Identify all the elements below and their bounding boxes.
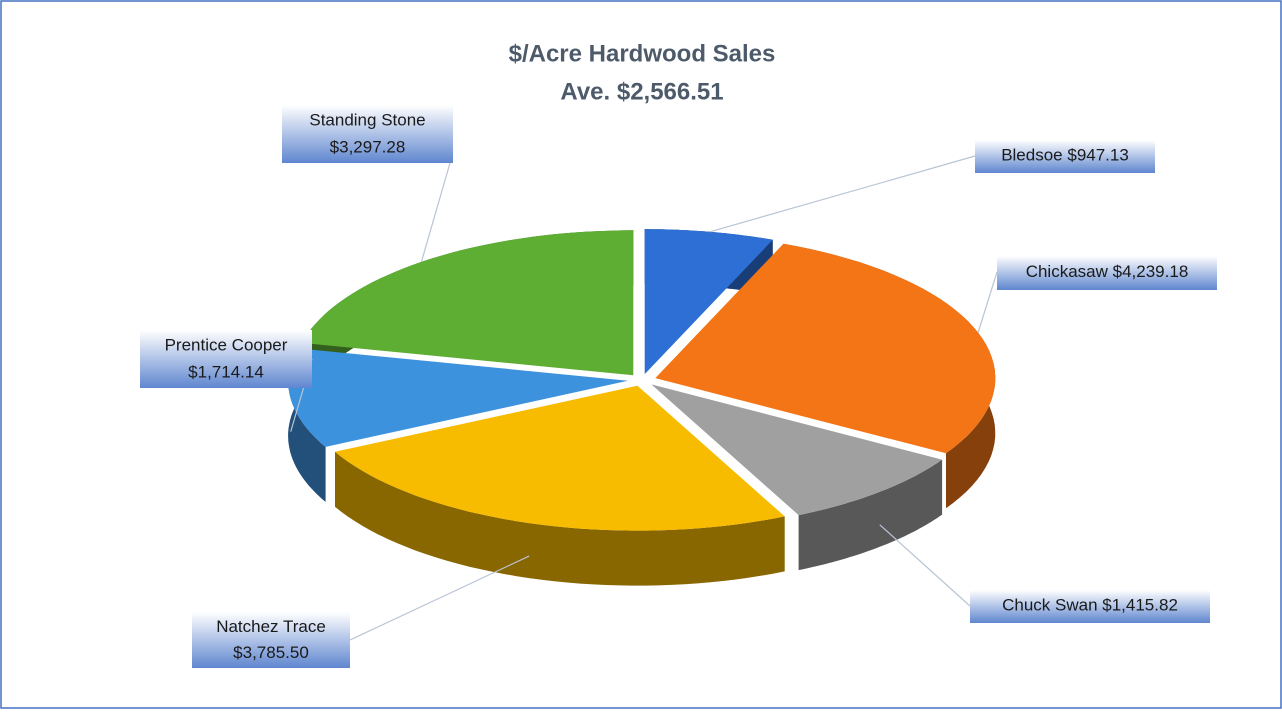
data-label: Bledsoe $947.13 [1001, 146, 1129, 165]
slice-side [288, 348, 326, 502]
leader-line [709, 155, 976, 233]
data-label: $3,785.50 [233, 643, 309, 662]
slice [644, 229, 773, 375]
slice-side [335, 451, 785, 586]
data-label: Chickasaw $4,239.18 [1026, 262, 1189, 281]
slice [655, 243, 996, 454]
value-label: $947.13 [1067, 146, 1128, 165]
data-label-box [975, 140, 1155, 173]
category-label: Natchez Trace [216, 617, 326, 636]
slice [301, 230, 634, 376]
data-label-box [997, 256, 1217, 290]
data-label: $1,714.14 [188, 362, 264, 381]
leader-line [420, 162, 451, 263]
data-label: Chuck Swan $1,415.82 [1002, 596, 1178, 615]
slice-side [798, 459, 943, 571]
category-label: Bledsoe [1001, 146, 1062, 165]
leader-line [349, 555, 530, 641]
chart-title: $/Acre Hardwood Sales [509, 40, 776, 67]
leader-line [977, 271, 998, 333]
category-label: Standing Stone [309, 111, 425, 130]
data-label-box [282, 105, 453, 163]
slice [335, 385, 785, 531]
slice [651, 384, 943, 516]
category-label: Chickasaw [1026, 262, 1109, 281]
category-label: Chuck Swan [1002, 596, 1097, 615]
slice [288, 348, 629, 447]
value-label: $4,239.18 [1113, 262, 1189, 281]
chart-subtitle: Ave. $2,566.51 [560, 78, 723, 105]
leader-line [879, 524, 971, 607]
data-label-box [970, 590, 1210, 623]
value-label: $1,415.82 [1102, 596, 1178, 615]
data-label-box [192, 612, 350, 668]
data-label: $3,297.28 [330, 137, 406, 156]
category-label: Prentice Cooper [165, 336, 288, 355]
data-label-box [140, 330, 312, 388]
